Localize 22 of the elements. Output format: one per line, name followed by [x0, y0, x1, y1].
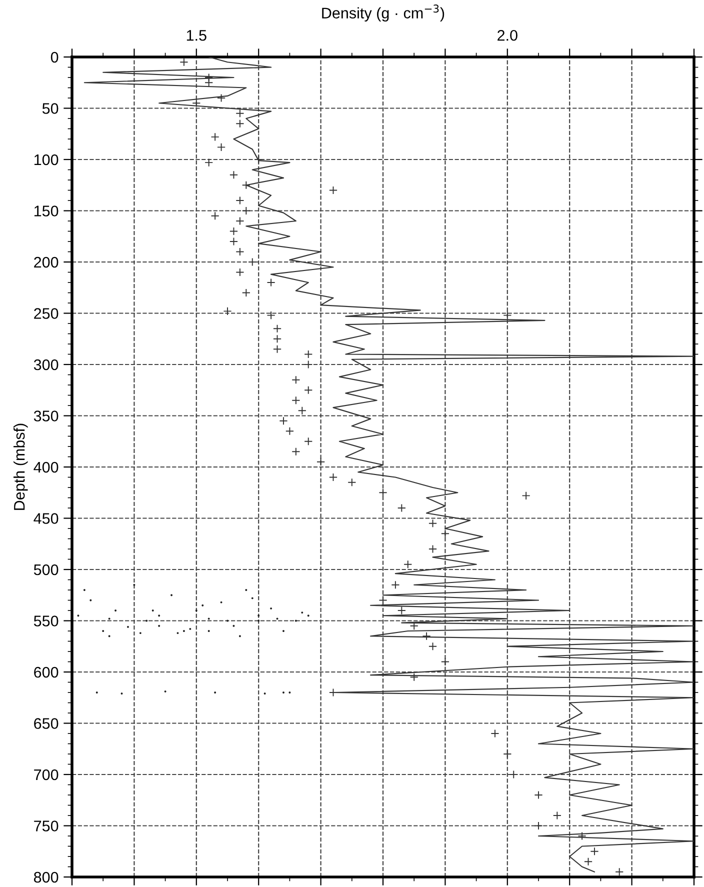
y-tick-label: 0: [50, 52, 58, 63]
y-tick-label: 450: [34, 513, 58, 524]
y-tick-label: 400: [34, 462, 58, 473]
y-tick-label: 750: [34, 820, 58, 832]
x-tick-label: 2.0: [498, 30, 518, 41]
y-tick-label: 600: [34, 666, 58, 678]
y-axis-title: Depth (mbsf): [14, 424, 28, 510]
x-axis-title: Density (g · cm$^{−3}$): [322, 4, 444, 22]
line-series: [84, 57, 694, 872]
y-tick-label: 200: [34, 256, 58, 268]
y-tick-label: 800: [34, 872, 58, 883]
y-tick-label: 300: [34, 359, 58, 370]
y-tick-label: 550: [34, 616, 58, 626]
y-tick-label: 250: [34, 308, 58, 319]
x-tick-label: 1.5: [186, 30, 206, 41]
y-tick-label: 650: [34, 718, 58, 729]
y-tick-label: 500: [34, 564, 58, 576]
y-tick-label: 100: [34, 154, 58, 166]
y-tick-label: 150: [34, 206, 58, 216]
y-tick-label: 50: [42, 103, 58, 114]
y-tick-label: 350: [34, 410, 58, 422]
y-tick-label: 700: [34, 769, 58, 780]
